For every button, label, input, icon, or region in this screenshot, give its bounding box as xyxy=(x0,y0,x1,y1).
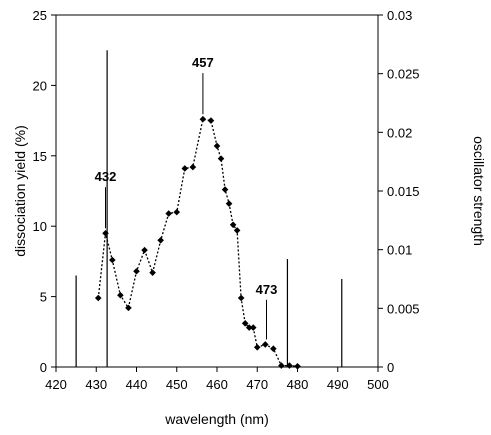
data-point xyxy=(199,115,207,123)
y2-tick-label: 0.005 xyxy=(387,301,420,316)
y2-tick-label: 0.03 xyxy=(387,8,412,23)
data-point xyxy=(233,227,241,234)
data-point xyxy=(133,267,140,275)
y2-tick-label: 0.015 xyxy=(387,184,420,199)
y-tick-label: 20 xyxy=(33,78,47,93)
y-tick-label: 25 xyxy=(33,8,47,23)
data-point xyxy=(117,291,124,299)
x-tick-label: 450 xyxy=(166,377,188,392)
annotation-label: 473 xyxy=(256,282,278,297)
plot-axes: 420 430 440 450 460 470 480 490 500 0 5 10 15 20 25 0 0.… xyxy=(33,8,420,392)
data-point xyxy=(229,221,237,229)
data-point xyxy=(241,320,249,327)
series-line xyxy=(97,118,298,367)
data-point xyxy=(213,142,221,150)
data-point xyxy=(262,341,269,348)
oscillator-strength-sticks xyxy=(75,50,343,367)
data-point xyxy=(149,269,156,276)
data-point xyxy=(270,345,277,352)
data-point xyxy=(237,294,245,302)
data-point xyxy=(109,256,116,264)
x-tick-label: 490 xyxy=(327,377,349,392)
y-tick-label: 10 xyxy=(33,219,47,234)
y2-tick-label: 0.025 xyxy=(387,67,420,82)
data-point xyxy=(165,210,172,217)
y2-tick-label: 0.01 xyxy=(387,243,412,258)
data-point xyxy=(189,163,197,171)
data-point xyxy=(94,294,102,302)
y-axis-title: dissociation yield (%) xyxy=(12,125,28,257)
plot-frame xyxy=(55,14,379,368)
x-tick-label: 480 xyxy=(287,377,309,392)
data-point xyxy=(207,117,215,124)
y-tick-label: 5 xyxy=(40,290,47,305)
x-tick-label: 420 xyxy=(45,377,67,392)
data-point xyxy=(181,165,189,172)
x-tick-label: 440 xyxy=(126,377,148,392)
y2-tick-label: 0 xyxy=(387,360,394,375)
data-point xyxy=(245,324,253,331)
x-tick-label: 460 xyxy=(206,377,228,392)
dissociation-series xyxy=(94,115,301,370)
annotation-label: 457 xyxy=(192,55,214,70)
data-point xyxy=(278,362,285,369)
peak-annotations: 432 457 473 xyxy=(95,55,278,340)
data-point xyxy=(157,236,164,244)
x-tick-label: 500 xyxy=(367,377,389,392)
data-point xyxy=(253,343,261,351)
data-point xyxy=(217,155,225,162)
data-point xyxy=(221,186,229,193)
x-tick-label: 430 xyxy=(85,377,107,392)
y-tick-label: 0 xyxy=(40,360,47,375)
y-tick-label: 15 xyxy=(33,149,47,164)
data-point xyxy=(286,362,293,369)
data-point xyxy=(102,229,109,237)
data-point xyxy=(225,200,233,207)
annotation-label: 432 xyxy=(95,169,117,184)
data-point xyxy=(249,324,257,331)
y2-tick-label: 0.02 xyxy=(387,125,412,140)
y2-axis-title: oscillator strength xyxy=(471,136,487,246)
data-point xyxy=(173,208,181,216)
data-point xyxy=(294,362,301,370)
x-axis-title: wavelength (nm) xyxy=(164,411,269,427)
data-point xyxy=(125,304,132,312)
x-tick-label: 470 xyxy=(246,377,268,392)
data-point xyxy=(141,246,148,254)
